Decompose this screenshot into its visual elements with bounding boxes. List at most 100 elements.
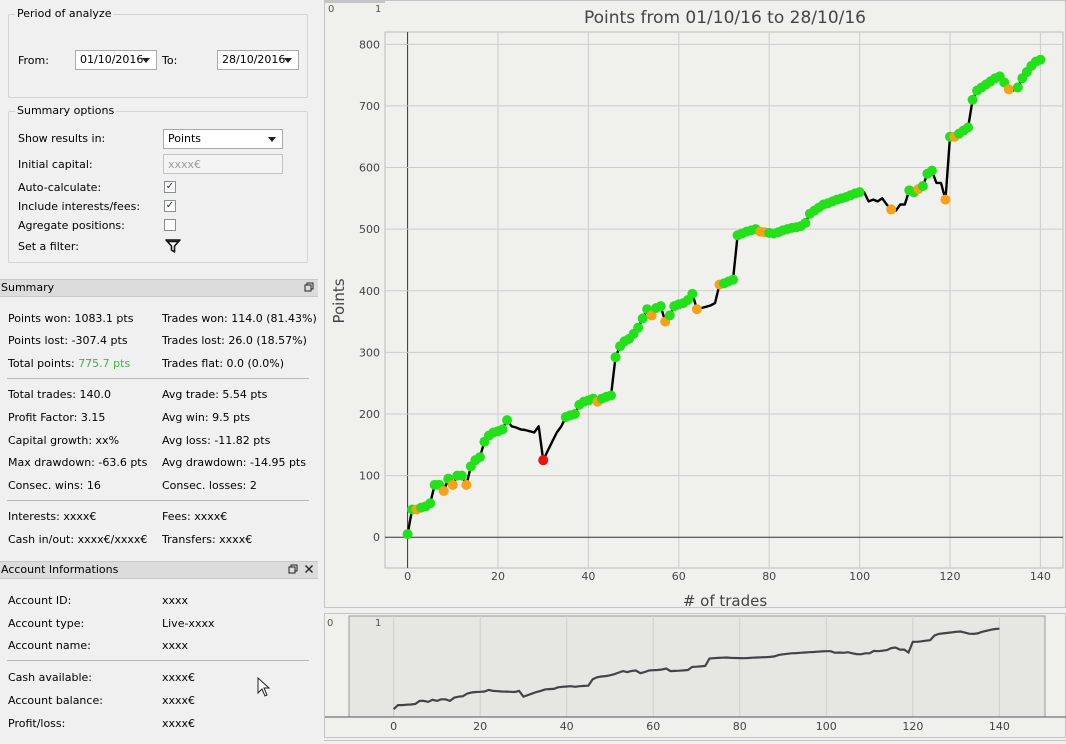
x-tick-label: 0 (404, 570, 411, 583)
win-marker (728, 274, 739, 285)
total-points-label: Total points: (8, 357, 75, 370)
win-marker (633, 322, 644, 333)
avg-drawdown: Avg drawdown: -14.95 pts (162, 456, 306, 469)
navigator-chart-svg: 0 10 20 40 60 80 100 120 140 (325, 615, 1066, 733)
win-marker (606, 390, 616, 401)
x-tick-label: 100 (849, 570, 870, 583)
y-tick-label: 700 (359, 100, 380, 113)
account-id-value: xxxx (162, 594, 189, 607)
y-tick-label: 500 (359, 223, 380, 236)
chevron-down-icon (142, 58, 150, 63)
y-axis-label: Points (330, 278, 348, 323)
show-results-label: Show results in: (18, 132, 106, 145)
initial-capital-label: Initial capital: (18, 158, 93, 171)
aggregate-checkbox[interactable] (164, 219, 176, 231)
to-date-select[interactable]: 28/10/2016 (217, 50, 299, 70)
summary-options-title: Summary options (15, 104, 117, 117)
nav-tick-label: 0 (390, 720, 397, 733)
win-marker (917, 181, 928, 192)
win-marker (637, 313, 648, 324)
nav-tick-label: 140 (989, 720, 1010, 733)
total-points-value: 775.7 pts (78, 357, 131, 370)
win-marker (497, 424, 508, 435)
max-drawdown: Max drawdown: -63.6 pts (8, 456, 148, 469)
restore-icon[interactable] (303, 282, 315, 294)
consec-wins: Consec. wins: 16 (8, 479, 101, 492)
account-name-value: xxxx (162, 639, 189, 652)
capital-growth: Capital growth: xx% (8, 434, 120, 447)
transfers: Transfers: xxxx€ (162, 533, 253, 546)
x-tick-label: 20 (491, 570, 505, 583)
win-marker (926, 165, 937, 176)
from-date-select[interactable]: 01/10/2016 (75, 50, 157, 70)
navigator-line (392, 627, 1000, 711)
loss-marker (886, 204, 897, 215)
account-panel-title: Account Informations (1, 563, 119, 576)
plot-area (384, 31, 1064, 569)
chart-area: 0 1 0 20 40 60 80 100 120 140 0 100 200 300 400 500 600 7… (322, 0, 1066, 744)
y-tick-label: 100 (359, 470, 380, 483)
show-results-select[interactable]: Points (163, 129, 283, 149)
profit-loss-label: Profit/loss: (8, 717, 66, 730)
win-marker (687, 288, 698, 299)
filter-icon[interactable] (165, 238, 181, 254)
nav-tick-label: 40 (560, 720, 574, 733)
main-chart-svg: 0 10 20 40 60 80 100 120 14001002003004005006007… (325, 1, 1064, 609)
corner-label: 1 (375, 4, 381, 15)
x-tick-label: 40 (581, 570, 595, 583)
loss-marker (1003, 84, 1014, 95)
nav-tick-label: 120 (902, 720, 923, 733)
auto-calc-label: Auto-calculate: (18, 181, 102, 194)
win-marker (655, 301, 666, 312)
y-tick-label: 600 (359, 162, 380, 175)
include-fees-label: Include interests/fees: (18, 200, 141, 213)
account-type-label: Account type: (8, 617, 85, 630)
points-won: Points won: 1083.1 pts (8, 312, 134, 325)
loss-marker (461, 479, 472, 490)
navigator-chart[interactable]: 0 1 0 20 40 60 80 100 120 140 (324, 613, 1066, 738)
summary-panel-title: Summary (1, 281, 55, 294)
corner-label: 0 (328, 4, 334, 15)
cash-available-value: xxxx€ (162, 671, 196, 684)
win-marker (474, 452, 485, 463)
from-label: From: (18, 54, 49, 67)
x-tick-label: 60 (672, 570, 686, 583)
fees: Fees: xxxx€ (162, 510, 228, 523)
chevron-down-icon (284, 58, 292, 63)
nav-tick-label: 60 (646, 720, 660, 733)
period-group: Period of analyze From: 01/10/2016 To: 2… (8, 7, 308, 98)
y-tick-label: 400 (359, 285, 380, 298)
initial-capital-input[interactable] (163, 154, 283, 174)
restore-icon[interactable] (287, 564, 299, 576)
trades-won: Trades won: 114.0 (81.43%) (162, 312, 317, 325)
to-date-value: 28/10/2016 (222, 53, 286, 66)
loss-marker (447, 479, 458, 490)
cash-in-out: Cash in/out: xxxx€/xxxx€ (8, 533, 148, 546)
avg-loss: Avg loss: -11.82 pts (162, 434, 271, 447)
aggregate-label: Agregate positions: (18, 219, 125, 232)
loss-marker (691, 304, 702, 315)
total-points: Total points: 775.7 pts (8, 357, 130, 370)
x-tick-label: 120 (940, 570, 961, 583)
account-name-label: Account name: (8, 639, 91, 652)
close-icon[interactable] (303, 564, 315, 576)
win-marker (425, 498, 436, 509)
include-fees-checkbox[interactable]: ✓ (164, 200, 176, 212)
points-lost: Points lost: -307.4 pts (8, 334, 128, 347)
x-axis-label: # of trades (683, 592, 768, 609)
auto-calc-checkbox[interactable]: ✓ (164, 181, 176, 193)
consec-losses: Consec. losses: 2 (162, 479, 257, 492)
win-marker (963, 122, 974, 133)
y-tick-label: 800 (359, 38, 380, 51)
nav-tick-label: 100 (816, 720, 837, 733)
win-marker (967, 94, 978, 105)
y-tick-label: 300 (359, 346, 380, 359)
separator (7, 378, 309, 379)
mouse-cursor-icon (257, 677, 271, 697)
x-tick-label: 140 (1030, 570, 1051, 583)
win-marker (569, 408, 580, 419)
win-marker (664, 310, 675, 321)
summary-options-group: Summary options Show results in: Points … (8, 104, 308, 263)
separator (7, 660, 309, 661)
total-trades: Total trades: 140.0 (8, 388, 111, 401)
